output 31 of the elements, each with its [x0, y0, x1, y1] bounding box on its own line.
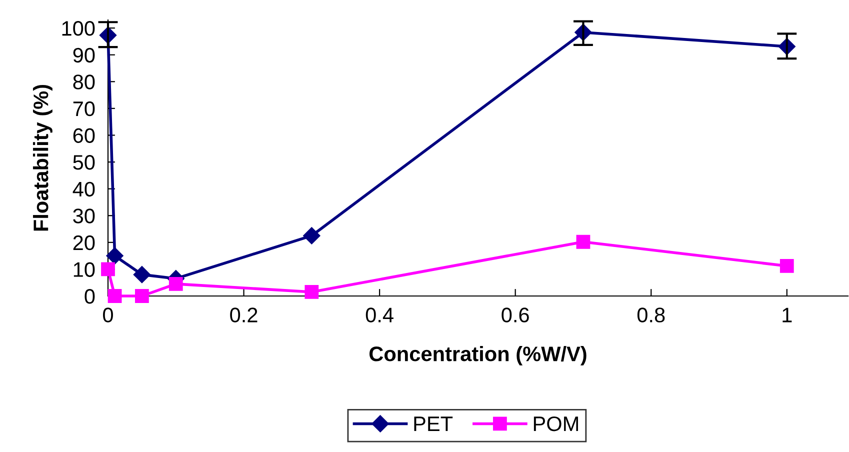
point	[135, 289, 149, 303]
point	[101, 262, 115, 276]
point	[168, 276, 183, 291]
point	[303, 227, 320, 244]
x-tick-label: 0.6	[502, 308, 529, 322]
y-tick-label: 10	[74, 262, 95, 277]
x-tick-label: 0.8	[637, 308, 665, 322]
x-tick-label: 0.4	[366, 308, 394, 322]
x-tick-label: 0.2	[230, 308, 258, 322]
y-tick-label: 50	[73, 155, 95, 170]
point	[133, 266, 150, 284]
x-tick-label: 0	[103, 308, 113, 322]
y-tick-label: 30	[73, 208, 95, 224]
x-axis-title: Concentration (%W/V)	[369, 346, 586, 366]
y-tick-label: 100	[62, 21, 95, 36]
y-tick-label: 40	[72, 182, 95, 197]
y-tick-label: 0	[84, 289, 95, 304]
point	[304, 285, 319, 299]
point	[780, 259, 794, 273]
y-tick-label: 20	[73, 235, 95, 250]
point	[108, 289, 122, 303]
y-tick-label: 90	[73, 48, 95, 63]
legend-label: PET	[414, 416, 453, 432]
y-tick-label: 60	[73, 128, 95, 143]
y-axis-title: Floatability (%)	[32, 84, 52, 231]
point	[106, 247, 124, 264]
y-tick-label: 80	[73, 74, 95, 90]
legend-label: POM	[534, 416, 578, 432]
y-tick-label: 70	[73, 101, 95, 116]
point	[576, 234, 590, 249]
x-tick-label: 1	[782, 308, 792, 322]
